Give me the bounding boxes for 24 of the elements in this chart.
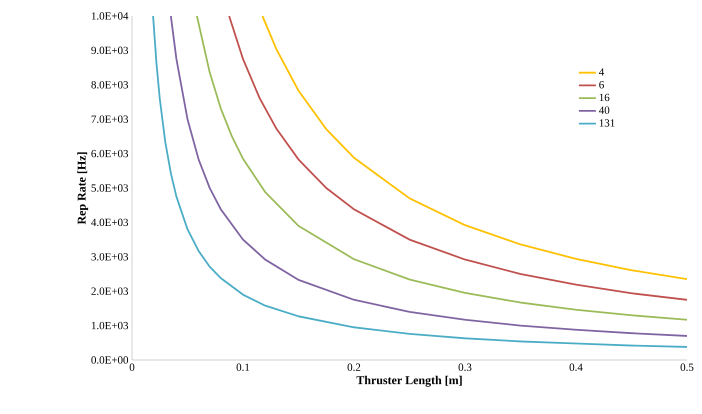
y-tick-label: 8.0E+03	[91, 81, 128, 89]
y-tick-label: 0.0E+00	[91, 356, 128, 364]
legend-label: 16	[600, 94, 610, 102]
x-tick-label: 0	[130, 364, 134, 371]
y-tick-label: 4.0E+03	[91, 218, 128, 226]
y-tick-label: 1.0E+03	[92, 322, 128, 330]
y-tick-label: 7.0E+03	[92, 115, 128, 123]
x-axis-title: Thruster Length [m]	[356, 376, 462, 387]
x-tick-label: 0.3	[458, 364, 472, 371]
legend-label: 4	[599, 68, 604, 76]
x-tick-label: 0.2	[348, 364, 360, 371]
x-tick-label: 0.1	[236, 364, 250, 371]
y-tick-label: 6.0E+03	[91, 150, 128, 158]
legend-label: 40	[599, 106, 610, 114]
legend-label: 6	[599, 81, 604, 88]
y-tick-label: 9.0E+03	[91, 46, 128, 54]
y-tick-label: 2.0E+03	[91, 287, 128, 295]
x-tick-label: 0.4	[570, 364, 583, 371]
x-tick-label: 0.5	[680, 364, 694, 371]
y-tick-label: 1.0E+04	[92, 12, 128, 20]
y-axis-title: Rep Rate [Hz]	[77, 152, 88, 224]
y-tick-label: 3.0E+03	[91, 253, 128, 261]
y-tick-label: 5.0E+03	[92, 184, 128, 192]
legend-label: 131	[600, 119, 615, 127]
